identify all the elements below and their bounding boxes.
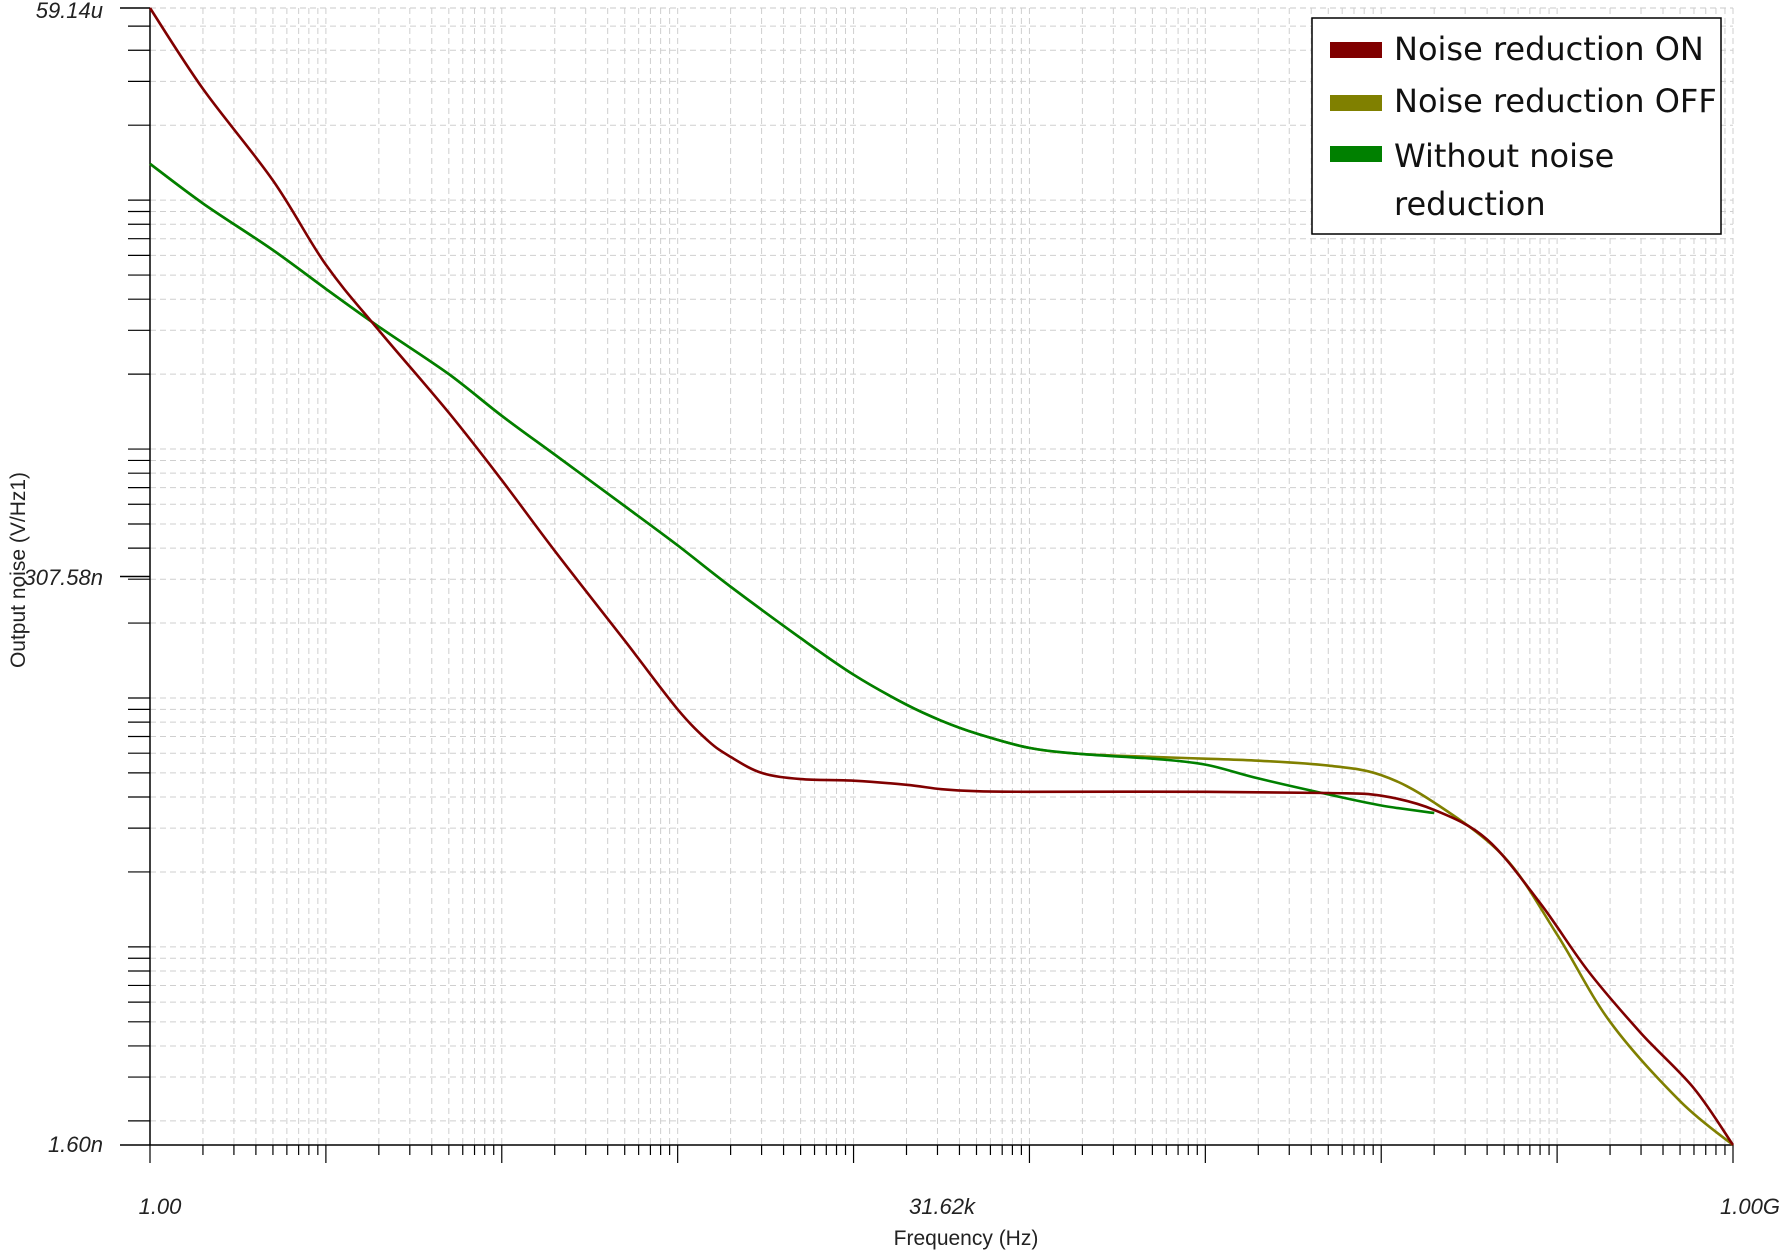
y-axis-title: Output noise (V/Hz1) <box>7 472 30 668</box>
legend: Noise reduction ON Noise reduction OFF W… <box>1311 17 1722 235</box>
ticks <box>120 7 1734 1163</box>
legend-swatch-without <box>1330 146 1382 162</box>
legend-swatch-off <box>1330 95 1382 111</box>
x-tick-label-left: 1.00 <box>139 1194 183 1219</box>
y-tick-label-top: 59.14u <box>36 0 103 23</box>
legend-label-without-line1: Without noise <box>1394 137 1614 175</box>
y-tick-label-mid: 307.58n <box>23 565 103 590</box>
x-tick-label-mid: 31.62k <box>909 1194 976 1219</box>
legend-swatch-on <box>1330 42 1382 58</box>
y-tick-label-bottom: 1.60n <box>48 1132 103 1157</box>
legend-label-off: Noise reduction OFF <box>1394 82 1717 120</box>
legend-label-on: Noise reduction ON <box>1394 30 1704 68</box>
series <box>148 7 1735 1147</box>
series-line-without-noise-reduction <box>149 162 1435 815</box>
x-axis-title: Frequency (Hz) <box>894 1227 1039 1250</box>
legend-label-without-line2: reduction <box>1394 185 1546 223</box>
tick-labels: 59.14u 307.58n 1.60n 1.00 31.62k 1.00G <box>23 0 1780 1219</box>
series-line-noise-reduction-off <box>149 162 1734 1147</box>
series-line-noise-reduction-on <box>148 7 1735 1146</box>
x-tick-label-right: 1.00G <box>1720 1194 1780 1219</box>
